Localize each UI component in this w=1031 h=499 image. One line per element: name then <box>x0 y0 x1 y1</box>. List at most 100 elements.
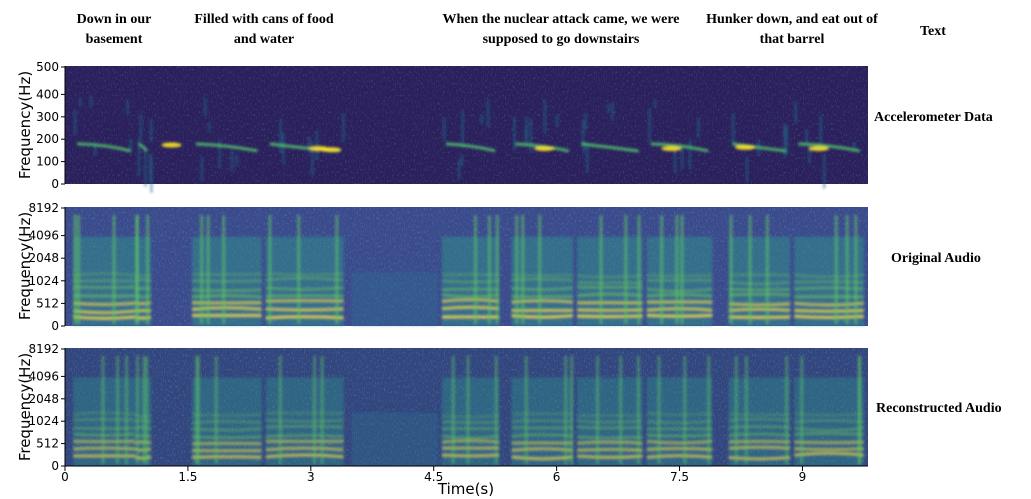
reconstructed-onset-stripe <box>734 356 738 464</box>
accelerometer-band <box>149 153 152 183</box>
original-harmonic <box>646 314 713 318</box>
accelerometer-band <box>235 153 238 167</box>
x-tick-label: 0 <box>61 470 69 484</box>
accelerometer-band <box>794 101 797 125</box>
reconstructed-onset-stripe <box>524 356 528 464</box>
y-tick-label-accelerometer: 0 <box>51 177 59 191</box>
accelerometer-band <box>529 118 533 154</box>
accelerometer-pitch-streak <box>732 142 787 153</box>
y-tick-label-accelerometer: 300 <box>36 110 59 124</box>
y-tick-label-reconstructed: 2048 <box>28 392 59 406</box>
reconstructed-onset-stripe <box>125 356 129 464</box>
reconstructed-harmonic <box>511 419 574 423</box>
reconstructed-harmonic <box>728 418 791 422</box>
accelerometer-band <box>137 138 141 176</box>
accelerometer-band <box>480 114 484 124</box>
reconstructed-onset-stripe <box>320 356 324 464</box>
accelerometer-band <box>308 136 311 154</box>
reconstructed-onset-stripe <box>494 356 498 464</box>
reconstructed-onset-stripe <box>744 356 748 464</box>
panel-accelerometer: 0 100 200 300 400 500 Frequency(Hz) <box>16 60 868 193</box>
original-onset-stripe <box>599 215 603 324</box>
accelerometer-pitch-peak <box>735 144 756 150</box>
reconstructed-onset-stripe <box>312 356 316 464</box>
accelerometer-band <box>311 141 314 177</box>
phrase-1: Down in our basement <box>76 12 152 47</box>
original-onset-stripe <box>624 215 628 324</box>
original-harmonic <box>794 280 864 284</box>
reconstructed-harmonic <box>265 453 344 458</box>
reconstructed-harmonic <box>646 420 713 424</box>
accelerometer-band <box>582 141 586 154</box>
reconstructed-harmonic <box>441 434 500 439</box>
original-harmonic <box>728 273 791 277</box>
accelerometer-pitch-streak <box>137 142 149 152</box>
reconstructed-harmonic <box>265 425 344 429</box>
original-harmonic <box>265 315 344 319</box>
accelerometer-band <box>460 154 464 166</box>
x-tick-label: 4.5 <box>424 470 443 484</box>
reconstructed-harmonic <box>191 413 262 417</box>
y-axis-label-reconstructed: Frequency(Hz) <box>16 353 34 461</box>
y-axis-label-accelerometer: Frequency(Hz) <box>16 71 34 179</box>
reconstructed-onset-stripe <box>195 356 199 464</box>
original-harmonic <box>728 293 791 297</box>
original-onset-stripe <box>135 215 139 324</box>
y-axis-label-original: Frequency(Hz) <box>16 212 34 320</box>
accelerometer-band <box>853 141 856 152</box>
original-onset-stripe <box>146 215 150 324</box>
reconstructed-harmonic <box>441 414 500 418</box>
y-tick-label-accelerometer: 200 <box>36 132 59 146</box>
original-harmonic <box>441 293 500 298</box>
reconstructed-harmonic <box>728 456 791 461</box>
accelerometer-band <box>442 118 446 140</box>
reconstructed-onset-stripe <box>596 356 600 464</box>
accelerometer-band <box>94 142 97 156</box>
reconstructed-harmonic <box>265 434 344 438</box>
y-tick-label-accelerometer: 100 <box>36 155 59 169</box>
phrase-4: Hunker down, and eat out of that barrel <box>706 12 878 47</box>
reconstructed-harmonic <box>441 439 500 444</box>
accelerometer-pitch-streak <box>798 142 861 153</box>
accelerometer-pitch-peak <box>161 142 182 148</box>
panel-original-audio: 0 512 1024 2048 4096 8192 Frequency(Hz) <box>16 201 868 333</box>
reconstructed-harmonic <box>191 435 262 439</box>
original-harmonic <box>191 306 262 311</box>
reconstructed-noise-floor <box>351 412 438 466</box>
original-onset-stripe <box>487 215 491 324</box>
accelerometer-pitch-streak <box>445 142 496 153</box>
row-label-reconstructed: Reconstructed Audio <box>876 401 1002 416</box>
original-harmonic <box>576 292 643 297</box>
original-onset-stripe <box>200 215 204 324</box>
accelerometer-band <box>204 98 207 117</box>
y-tick-label-reconstructed: 512 <box>36 437 59 451</box>
original-harmonic <box>265 307 344 312</box>
reconstructed-onset-stripe <box>800 356 804 464</box>
reconstructed-onset-stripe <box>278 356 282 464</box>
original-onset-stripe <box>206 215 210 324</box>
original-onset-stripe <box>73 215 77 324</box>
accelerometer-band <box>732 112 735 146</box>
accelerometer-band <box>525 115 528 139</box>
original-energy-block <box>511 236 574 326</box>
accelerometer-band <box>342 113 345 143</box>
accelerometer-pitch-peak <box>321 147 342 153</box>
accelerometer-band <box>688 139 692 170</box>
original-harmonic <box>441 288 500 291</box>
original-onset-stripe <box>854 215 858 324</box>
accelerometer-band <box>584 112 587 130</box>
reconstructed-onset-stripe <box>570 356 574 464</box>
accelerometer-pitch-peak <box>661 146 682 152</box>
reconstructed-onset-stripe <box>142 356 146 464</box>
accelerometer-band <box>808 144 811 164</box>
accelerometer-band <box>697 117 700 139</box>
accelerometer-band <box>144 148 147 187</box>
original-harmonic <box>728 281 791 286</box>
reconstructed-onset-stripe <box>857 356 861 464</box>
reconstructed-harmonic <box>511 426 574 430</box>
original-harmonic <box>191 279 262 283</box>
original-onset-stripe <box>112 215 116 324</box>
reconstructed-harmonic <box>794 441 864 444</box>
accelerometer-band <box>819 115 822 146</box>
accelerometer-pitch-streak <box>650 142 709 153</box>
